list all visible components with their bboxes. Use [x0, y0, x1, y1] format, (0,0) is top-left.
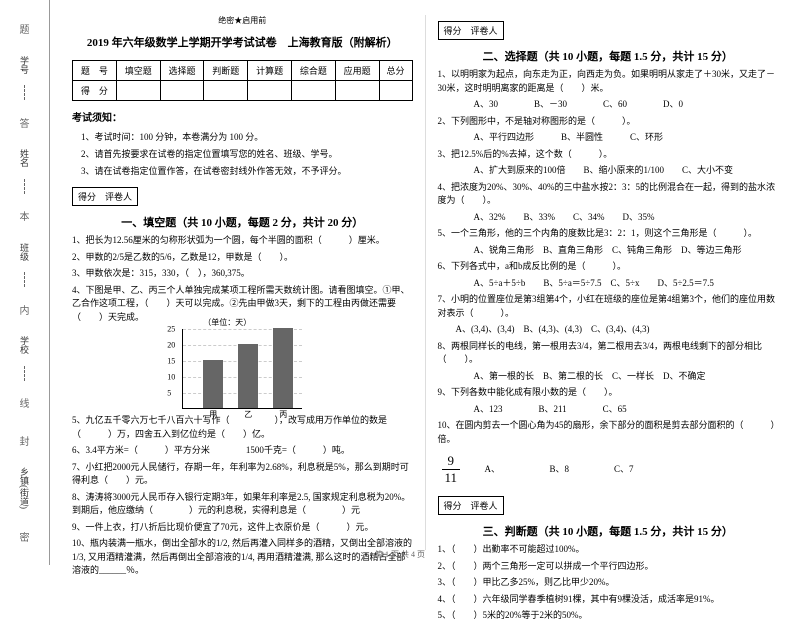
y-tick: 25	[167, 325, 175, 334]
score-header: 综合题	[291, 61, 335, 81]
binding-line	[24, 179, 25, 194]
score-header: 应用题	[335, 61, 379, 81]
chart-bar	[273, 328, 293, 408]
fraction: 9 11	[442, 453, 461, 486]
question: 1、以明明家为起点，向东走为正，向西走为负。如果明明从家走了＋30米，又走了－3…	[438, 68, 779, 95]
section1-title: 一、填空题（共 10 小题，每题 2 分，共计 20 分）	[72, 214, 413, 230]
x-label: 甲	[209, 409, 217, 420]
option: A、(3,4)、(3,4) B、(4,3)、(4,3) C、(3,4)、(4,3…	[438, 323, 779, 337]
chart-bar	[238, 344, 258, 408]
binding-char: 答	[20, 115, 30, 130]
y-tick: 15	[167, 357, 175, 366]
score-cell	[116, 81, 160, 101]
binding-field-class: 班级	[18, 243, 31, 261]
score-header: 计算题	[248, 61, 292, 81]
page-footer: 第 1 页 共 4 页	[0, 549, 800, 560]
binding-char: 封	[20, 433, 30, 448]
section2-title: 二、选择题（共 10 小题，每题 1.5 分，共计 15 分）	[438, 48, 779, 64]
question: 5、（ ）5米的20%等于2米的50%。	[438, 609, 779, 623]
question: 5、九亿五千零六万七千八百六十写作（ ），改写成用万作单位的数是（ ）万，四舍五…	[72, 414, 413, 441]
binding-field-name: 姓名	[18, 149, 31, 167]
question: 3、（ ）甲比乙多25%，则乙比甲少20%。	[438, 576, 779, 590]
binding-field-school: 学校	[18, 336, 31, 354]
option: A、30 B、－30 C、60 D、0	[438, 98, 779, 112]
binding-char: 题	[20, 21, 30, 36]
x-label: 丙	[279, 409, 287, 420]
score-cell	[248, 81, 292, 101]
question: 9、一件上衣，打八折后比现价便宜了70元，这件上衣原价是（ ）元。	[72, 521, 413, 535]
question: 6、下列各式中，a和b成反比例的是（ ）。	[438, 260, 779, 274]
option: A、锐角三角形 B、直角三角形 C、钝角三角形 D、等边三角形	[438, 244, 779, 258]
question: 7、小明的位置座位是第3组第4个，小红在班级的座位是第4组第3个，他们的座位用数…	[438, 293, 779, 320]
score-box: 得分 评卷人	[438, 21, 504, 40]
binding-field-id: 学号	[18, 56, 31, 74]
binding-line	[24, 366, 25, 381]
chart-unit-label: （单位：天）	[203, 317, 251, 328]
right-column: 得分 评卷人 二、选择题（共 10 小题，每题 1.5 分，共计 15 分） 1…	[426, 15, 791, 550]
binding-char: 密	[20, 529, 30, 544]
question: 2、（ ）两个三角形一定可以拼成一个平行四边形。	[438, 560, 779, 574]
score-cell: 得 分	[73, 81, 117, 101]
question: 8、两根同样长的电线，第一根用去3/4，第二根用去3/4，两根电线剩下的部分相比…	[438, 340, 779, 367]
score-header: 判断题	[204, 61, 248, 81]
y-tick: 20	[167, 341, 175, 350]
question: 4、把浓度为20%、30%、40%的三中盐水按2：3：5的比例混合在一起，得到的…	[438, 181, 779, 208]
question: 10、在圆内剪去一个圆心角为45的扇形，余下部分的面积是剪去部分面积的（ ）倍。	[438, 419, 779, 446]
option: A、 B、8 C、7	[467, 464, 634, 474]
option: A、32% B、33% C、34% D、35%	[438, 211, 779, 225]
binding-line	[24, 272, 25, 287]
denominator: 11	[442, 470, 461, 486]
x-label: 乙	[244, 409, 252, 420]
binding-margin: 题 学号 答 姓名 本 班级 内 学校 线 封 乡镇(街道) 密	[0, 0, 50, 565]
score-header: 选择题	[160, 61, 204, 81]
confidential-mark: 绝密★启用前	[72, 15, 413, 26]
left-column: 绝密★启用前 2019 年六年级数学上学期开学考试试卷 上海教育版（附解析） 题…	[60, 15, 426, 550]
question: 6、3.4平方米=（ ）平方分米 1500千克=（ ）吨。	[72, 444, 413, 458]
notice-title: 考试须知：	[72, 109, 413, 124]
binding-line	[24, 85, 25, 100]
notice-item: 3、请在试卷指定位置作答，在试卷密封线外作答无效，不予评分。	[72, 164, 413, 177]
score-cell	[335, 81, 379, 101]
option: A、扩大到原来的100倍 B、缩小原来的1/100 C、大小不变	[438, 164, 779, 178]
score-header: 题 号	[73, 61, 117, 81]
question: 1、把长为12.56厘米的匀称形状弧为一个圆，每个半圆的面积（ ）厘米。	[72, 234, 413, 248]
y-tick: 10	[167, 373, 175, 382]
score-box: 得分 评卷人	[438, 496, 504, 515]
numerator: 9	[442, 453, 461, 470]
score-box: 得分 评卷人	[72, 187, 138, 206]
option: A、5÷a＋5÷b B、5÷a＝5÷7.5 C、5÷x D、5÷2.5＝7.5	[438, 277, 779, 291]
option: A、123 B、211 C、65	[438, 403, 779, 417]
score-table: 题 号 填空题 选择题 判断题 计算题 综合题 应用题 总分 得 分	[72, 60, 413, 101]
binding-char: 线	[20, 395, 30, 410]
score-cell	[160, 81, 204, 101]
chart-bar	[203, 360, 223, 408]
question: 4、（ ）六年级同学春季植树91棵，其中有9棵没活，成活率是91%。	[438, 593, 779, 607]
score-cell	[379, 81, 412, 101]
section3-title: 三、判断题（共 10 小题，每题 1.5 分，共计 15 分）	[438, 523, 779, 539]
option: A、第一根的长 B、第二根的长 C、一样长 D、不确定	[438, 370, 779, 384]
question: 9、下列各数中能化成有限小数的是（ ）。	[438, 386, 779, 400]
exam-title: 2019 年六年级数学上学期开学考试试卷 上海教育版（附解析）	[72, 34, 413, 50]
score-cell	[291, 81, 335, 101]
score-header: 填空题	[116, 61, 160, 81]
question: 3、把12.5%后的%去掉，这个数（ ）。	[438, 148, 779, 162]
question: 2、甲数的2/5是乙数的5/6，乙数是12，甲数是（ ）。	[72, 251, 413, 265]
question: 8、涛涛将3000元人民币存入银行定期3年，如果年利率是2.5, 国家规定利息税…	[72, 491, 413, 518]
y-tick: 5	[167, 389, 171, 398]
question: 2、下列图形中，不是轴对称图形的是（ ）。	[438, 115, 779, 129]
fraction-row: 9 11 A、 B、8 C、7	[438, 449, 779, 490]
notice-item: 2、请首先按要求在试卷的指定位置填写您的姓名、班级、学号。	[72, 147, 413, 160]
binding-field-town: 乡镇(街道)	[18, 467, 31, 509]
question: 3、甲数依次是：315，330，（ ），360,375。	[72, 267, 413, 281]
binding-char: 本	[20, 208, 30, 223]
score-header: 总分	[379, 61, 412, 81]
bar-chart: （单位：天） 510152025甲乙丙	[182, 329, 302, 409]
score-cell	[204, 81, 248, 101]
question: 5、一个三角形，他的三个内角的度数比是3：2：1，则这个三角形是（ ）。	[438, 227, 779, 241]
notice-item: 1、考试时间：100 分钟，本卷满分为 100 分。	[72, 130, 413, 143]
binding-char: 内	[20, 302, 30, 317]
question: 7、小红把2000元人民储行，存期一年，年利率为2.68%，利息税是5%，那么到…	[72, 461, 413, 488]
option: A、平行四边形 B、半圆性 C、环形	[438, 131, 779, 145]
